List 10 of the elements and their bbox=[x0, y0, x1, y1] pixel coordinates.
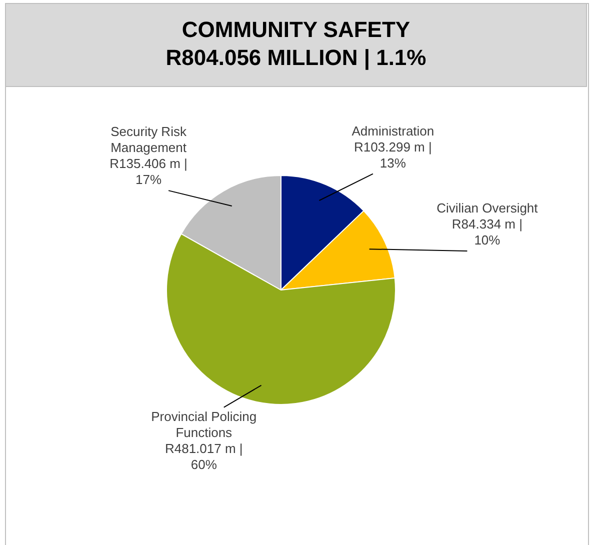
slice-label: Provincial Policing Functions bbox=[151, 408, 257, 440]
chart-subtitle: R804.056 MILLION | 1.1% bbox=[164, 44, 428, 72]
data-label: R481.017 m | 60% bbox=[164, 440, 243, 472]
data-label: R135.406 m | 17% bbox=[110, 156, 188, 188]
data-label: R84.334 m | 10% bbox=[452, 216, 523, 248]
slice-label: Administration bbox=[352, 123, 434, 138]
data-label: R103.299 m | 13% bbox=[354, 139, 432, 170]
slice-label: Security Risk Management bbox=[110, 124, 187, 156]
chart-title: COMMUNITY SAFETY bbox=[180, 16, 412, 44]
slice-label: Civilian Oversight bbox=[436, 200, 538, 216]
